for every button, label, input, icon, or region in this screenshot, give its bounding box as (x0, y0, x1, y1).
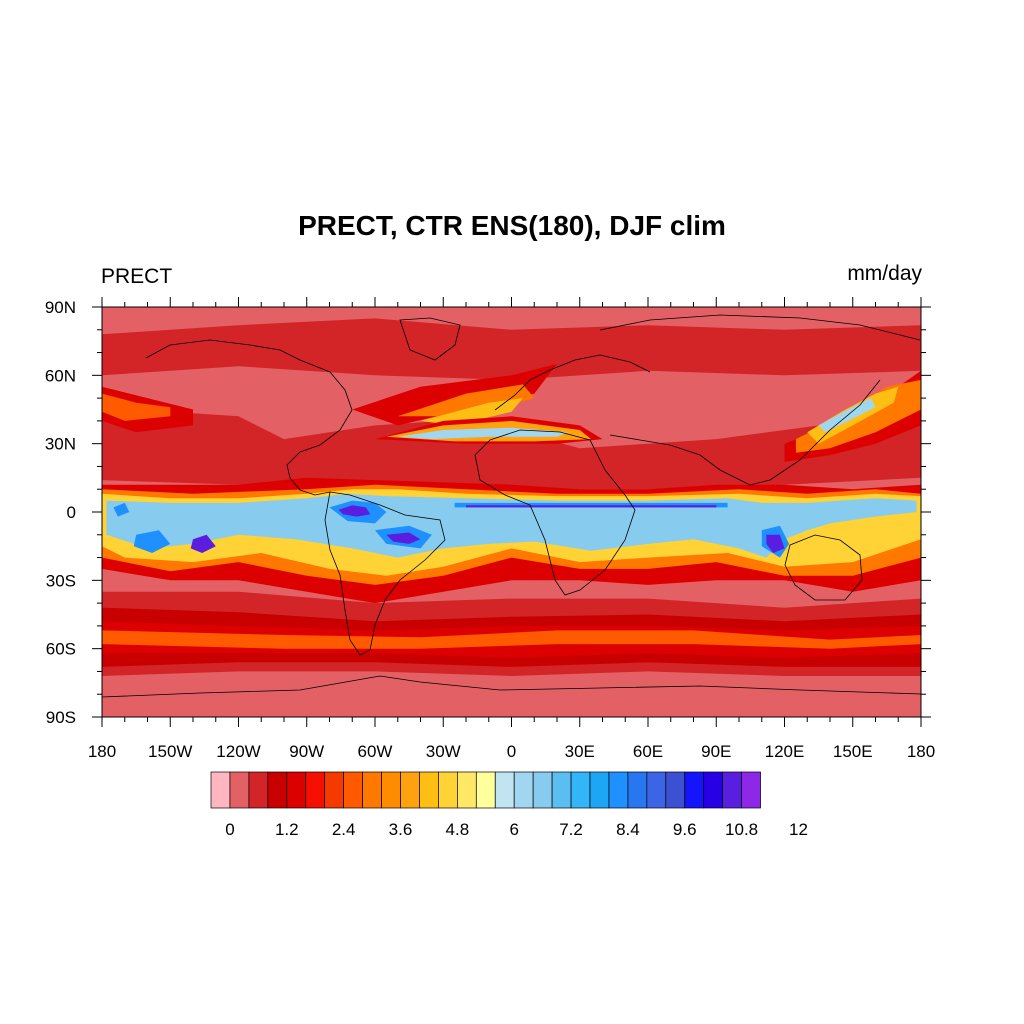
colorbar-box (646, 771, 667, 809)
lat-label: 30S (46, 571, 76, 590)
colorbar-box (570, 771, 591, 809)
colorbar-label: 12 (789, 820, 808, 839)
lon-label: 30W (426, 742, 461, 761)
colorbar-box (722, 771, 742, 809)
longitude-labels: 180 150W 120W 90W 60W 30W 0 30E 60E 90E 120E 150E 18… (88, 742, 935, 761)
colorbar-box (665, 771, 686, 809)
contour-region-13 (397, 384, 535, 417)
colorbar-label: 9.6 (673, 820, 697, 839)
colorbar-box (248, 771, 269, 809)
axis-ticks (92, 297, 931, 727)
colorbar-box (286, 771, 307, 809)
colorbar-label: 7.2 (559, 820, 583, 839)
colorbar-box (513, 771, 534, 809)
colorbar-box (551, 771, 572, 809)
colorbar-box (324, 771, 345, 809)
colorbar-box (703, 771, 724, 809)
lat-label: 60N (45, 366, 76, 385)
coastline-africa (474, 429, 636, 596)
colorbar-box (400, 771, 420, 809)
colorbar-label: 10.8 (725, 820, 758, 839)
lat-label: 60S (46, 640, 76, 659)
colorbar-label: 1.2 (275, 820, 299, 839)
lat-label: 0 (67, 503, 76, 522)
colorbar-box (305, 771, 326, 809)
colorbar-label: 3.6 (389, 820, 413, 839)
lon-label: 0 (507, 742, 516, 761)
lon-label: 120W (216, 742, 260, 761)
lon-label: 30E (565, 742, 595, 761)
colorbar-label: 4.8 (446, 820, 470, 839)
colorbar-box (532, 771, 553, 809)
colorbar-box (608, 771, 629, 809)
colorbar-box (627, 771, 648, 809)
contour-region-29 (190, 534, 216, 553)
contour-region-32 (113, 502, 130, 517)
contour-region-21 (106, 493, 917, 558)
coastline-north-america (145, 339, 353, 496)
colorbar-box (343, 771, 363, 809)
lon-label: 150E (833, 742, 873, 761)
units-label: mm/day (847, 262, 922, 285)
lon-label: 180 (88, 742, 116, 761)
colorbar-box (419, 771, 439, 809)
colorbar: 0 1.2 2.4 3.6 4.8 6 7.2 8.4 9.6 10.8 12 (210, 771, 808, 839)
coastline-antarctica (102, 675, 921, 698)
contour-region-25 (466, 505, 717, 508)
lat-label: 90S (46, 708, 76, 727)
colorbar-box (494, 771, 515, 809)
colorbar-box (267, 771, 288, 809)
latitude-labels: 90N 60N 30N 0 30S 60S 90S (45, 298, 76, 727)
coastline-eurasia (599, 314, 921, 486)
coastline-europe (494, 354, 651, 411)
lon-label: 150W (148, 742, 192, 761)
colorbar-box (210, 771, 231, 809)
contour-region-12 (352, 363, 557, 426)
colorbar-box (229, 771, 250, 809)
lat-label: 30N (45, 435, 76, 454)
field-name-label: PRECT (101, 265, 173, 288)
coastline-greenland (399, 317, 461, 361)
contour-layer (102, 318, 921, 676)
colorbar-box (438, 771, 458, 809)
colorbar-box (362, 771, 382, 809)
lon-label: 180 (907, 742, 935, 761)
lon-label: 90E (701, 742, 731, 761)
coastline-south-america (324, 491, 446, 656)
contour-region-27 (386, 532, 421, 544)
lon-label: 60E (633, 742, 663, 761)
contour-region-31 (766, 534, 785, 553)
colorbar-label: 8.4 (616, 820, 640, 839)
colorbar-label: 0 (225, 820, 234, 839)
contour-region-14 (420, 398, 523, 426)
contour-region-1 (102, 411, 921, 490)
coastline-australia (784, 534, 863, 601)
contour-region-28 (133, 530, 171, 553)
lon-label: 60W (358, 742, 393, 761)
colorbar-box (475, 771, 496, 809)
lon-label: 90W (289, 742, 324, 761)
lat-label: 90N (45, 298, 76, 317)
colorbar-label: 6 (509, 820, 518, 839)
contour-region-0 (102, 318, 921, 380)
map-title: PRECT, CTR ENS(180), DJF clim (298, 210, 726, 241)
contour-region-11 (818, 398, 876, 433)
colorbar-label: 2.4 (332, 820, 356, 839)
lon-label: 120E (765, 742, 805, 761)
colorbar-box (457, 771, 477, 809)
contour-region-7 (102, 393, 171, 421)
contour-region-5 (102, 630, 921, 649)
contour-region-23 (338, 505, 371, 517)
colorbar-box (589, 771, 610, 809)
colorbar-box (741, 771, 761, 809)
colorbar-box (684, 771, 705, 809)
coastlines (102, 314, 921, 698)
colorbar-box (381, 771, 401, 809)
